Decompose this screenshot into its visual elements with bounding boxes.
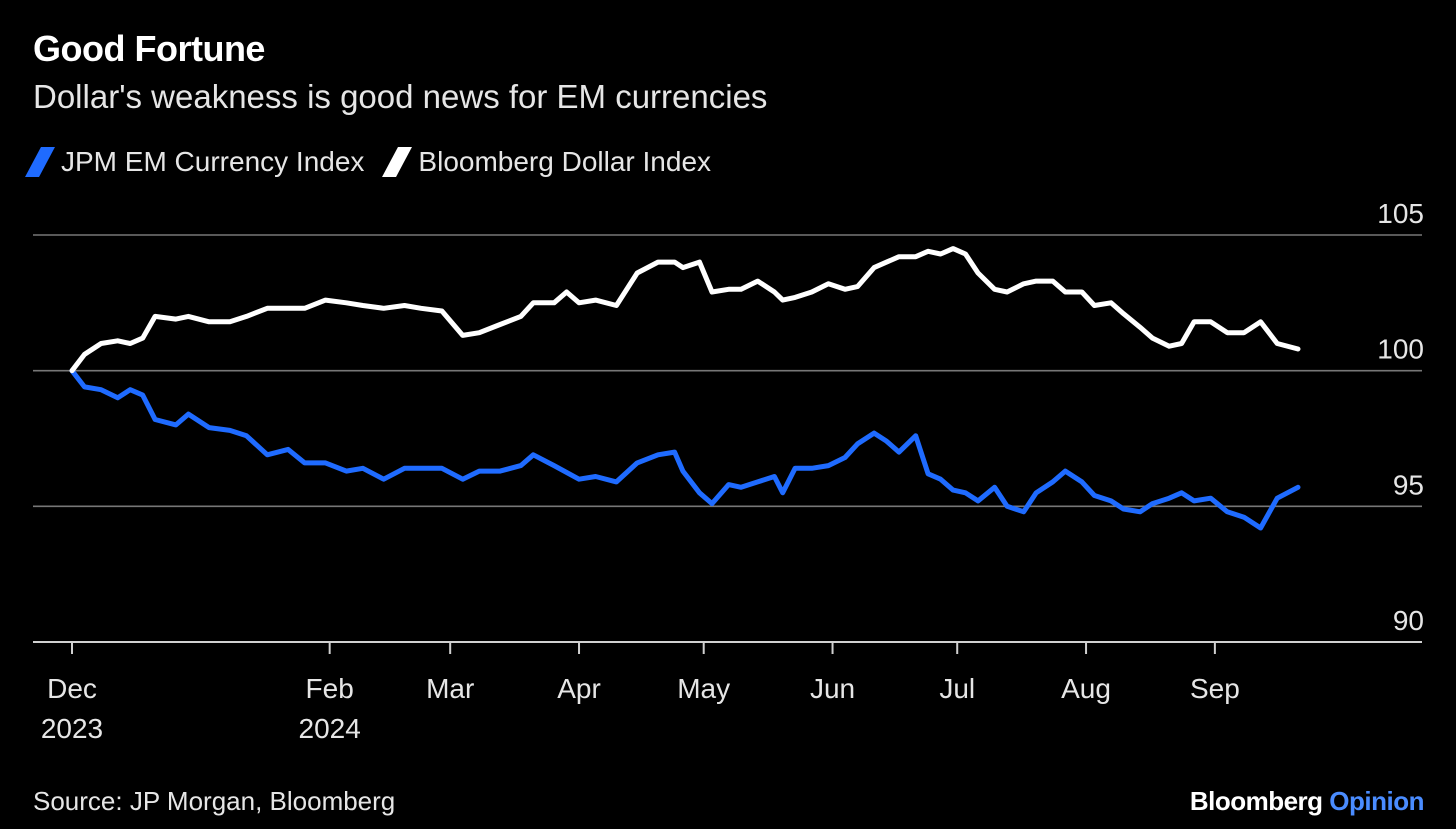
x-tick-label: Apr [557,673,601,704]
legend-item-em: JPM EM Currency Index [25,146,365,178]
chart-title: Good Fortune [33,28,265,69]
x-tick-label: Aug [1061,673,1111,704]
series-line-1 [69,246,1301,374]
x-tick-label: Sep [1190,673,1240,704]
y-tick-label: 95 [1393,469,1424,500]
chart-subtitle: Dollar's weakness is good news for EM cu… [33,78,768,115]
series-lines [69,246,1301,531]
x-tick-label: Feb [306,673,354,704]
x-tick-label: Jul [939,673,975,704]
brand-product: Opinion [1329,786,1424,816]
x-tick-label: May [677,673,730,704]
x-tick-label: Dec [47,673,97,704]
y-tick-label: 100 [1377,334,1424,365]
x-tick-label: Mar [426,673,474,704]
y-axis: 105 100 95 90 [1377,198,1424,636]
y-tick-label: 90 [1393,605,1424,636]
x-axis: Dec 2023 Feb 2024 Mar Apr May Jun Jul Aug Sep [41,642,1240,744]
series-line-0 [69,368,1301,531]
brand-name: Bloomberg [1189,786,1323,816]
legend: JPM EM Currency Index Bloomberg Dollar I… [25,146,737,178]
x-tick-sublabel: 2023 [41,713,103,744]
legend-item-dollar: Bloomberg Dollar Index [382,146,712,178]
x-tick-sublabel: 2024 [299,713,361,744]
brand-logo: Bloomberg Opinion [1189,786,1425,817]
grid [33,234,1422,643]
y-tick-label: 105 [1377,198,1424,229]
source-note: Source: JP Morgan, Bloomberg [33,786,396,816]
legend-label-em: JPM EM Currency Index [61,146,365,177]
x-tick-label: Jun [810,673,855,704]
legend-label-dollar: Bloomberg Dollar Index [418,146,712,177]
